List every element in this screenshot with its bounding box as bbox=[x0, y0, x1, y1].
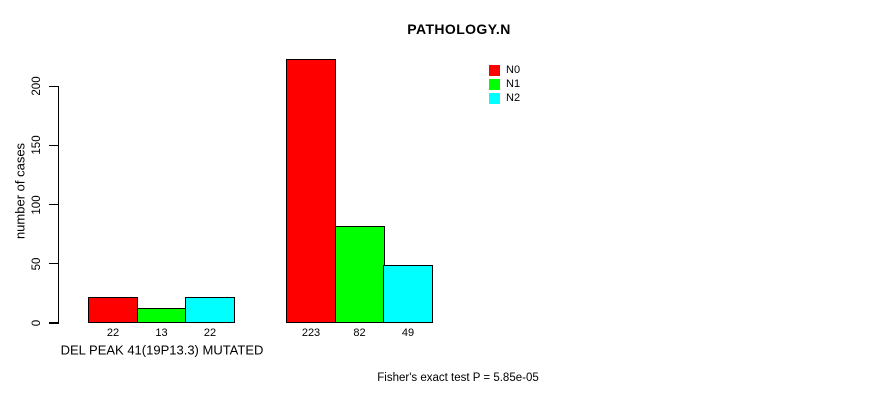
y-axis-label: number of cases bbox=[12, 142, 28, 240]
bar-value-label: 49 bbox=[401, 327, 415, 339]
bar-n2-group-2 bbox=[383, 264, 433, 323]
y-tick-label: 150 bbox=[31, 135, 43, 155]
legend-label: N1 bbox=[506, 78, 521, 91]
y-tick bbox=[48, 144, 58, 146]
bar-value-label: 13 bbox=[155, 327, 168, 339]
legend-swatch-n0 bbox=[489, 65, 500, 77]
legend-label: N0 bbox=[506, 64, 521, 77]
legend-swatch-n1 bbox=[489, 79, 500, 91]
bar-value-label: 223 bbox=[301, 327, 321, 339]
y-tick-label: 50 bbox=[31, 257, 43, 271]
bar-n0-group-1 bbox=[88, 296, 138, 323]
bar-n0-group-2 bbox=[286, 58, 336, 323]
bar-value-label: 82 bbox=[353, 327, 366, 339]
bar-value-label: 22 bbox=[106, 327, 120, 339]
y-tick bbox=[48, 85, 58, 87]
y-tick bbox=[48, 322, 58, 324]
bar-value-label: 22 bbox=[203, 327, 217, 339]
legend-label: N2 bbox=[506, 92, 521, 105]
legend-item-n0: N0 bbox=[489, 65, 520, 77]
bar-n1-group-2 bbox=[334, 225, 385, 323]
y-tick-label: 100 bbox=[31, 195, 43, 215]
bar-n1-group-1 bbox=[136, 307, 187, 323]
chart-title: PATHOLOGY.N bbox=[407, 21, 511, 37]
y-tick bbox=[48, 263, 58, 265]
legend-swatch-n2 bbox=[489, 93, 500, 105]
x-axis-label: DEL PEAK 41(19P13.3) MUTATED bbox=[60, 342, 264, 358]
legend-item-n2: N2 bbox=[489, 93, 520, 105]
y-tick-label: 200 bbox=[31, 76, 43, 96]
legend-item-n1: N1 bbox=[489, 79, 520, 91]
y-tick-label: 0 bbox=[31, 319, 43, 327]
y-tick bbox=[48, 204, 58, 206]
legend: N0 N1 N2 bbox=[489, 65, 520, 105]
y-axis-line bbox=[57, 86, 59, 324]
bar-n2-group-1 bbox=[185, 296, 235, 323]
footnote: Fisher's exact test P = 5.85e-05 bbox=[377, 372, 539, 384]
